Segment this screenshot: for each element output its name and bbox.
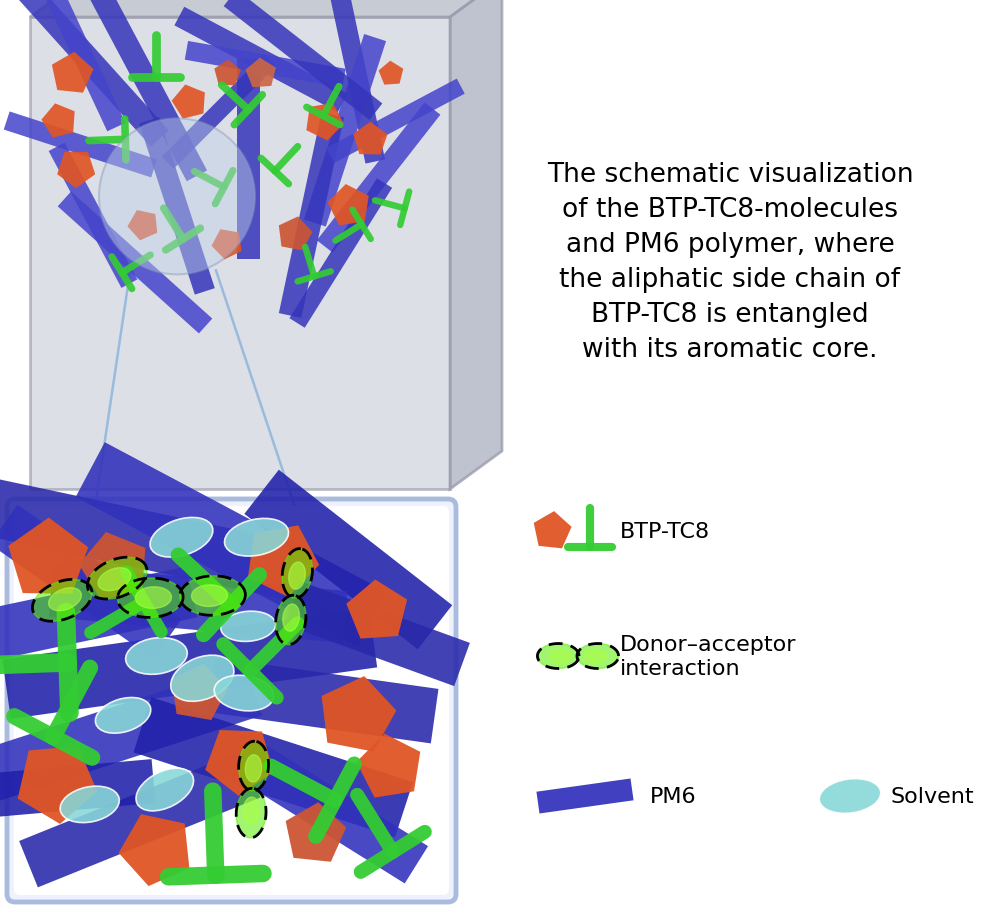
Polygon shape [118,578,183,618]
Circle shape [99,119,255,275]
Ellipse shape [95,698,151,733]
Ellipse shape [136,768,194,811]
Polygon shape [52,53,94,94]
Polygon shape [58,192,212,334]
Polygon shape [180,576,245,616]
Ellipse shape [221,611,276,641]
Polygon shape [248,526,319,598]
Polygon shape [549,650,572,663]
Polygon shape [322,676,396,752]
Polygon shape [282,549,312,599]
Polygon shape [32,579,92,621]
Polygon shape [537,644,579,669]
Polygon shape [205,731,274,796]
Polygon shape [304,35,386,228]
Polygon shape [135,587,171,609]
Polygon shape [88,0,207,182]
Polygon shape [0,506,181,659]
Polygon shape [133,698,413,837]
Polygon shape [214,61,241,87]
Polygon shape [208,658,438,743]
Polygon shape [18,746,97,824]
Polygon shape [57,153,95,189]
Polygon shape [534,512,572,548]
FancyBboxPatch shape [7,499,456,902]
Polygon shape [19,752,260,887]
Polygon shape [172,86,205,119]
Text: BTP-TC8: BTP-TC8 [620,521,710,541]
Ellipse shape [60,786,119,823]
Polygon shape [76,443,387,648]
Polygon shape [289,562,305,589]
Polygon shape [119,814,189,886]
Polygon shape [239,742,268,791]
Polygon shape [139,118,215,295]
Polygon shape [224,0,382,121]
Polygon shape [212,230,242,260]
Polygon shape [279,217,312,251]
Ellipse shape [214,676,274,711]
Polygon shape [185,42,346,88]
Ellipse shape [225,519,289,557]
Polygon shape [584,650,607,663]
Polygon shape [356,734,420,798]
Polygon shape [49,143,137,289]
Ellipse shape [126,638,187,674]
Polygon shape [87,558,147,599]
Polygon shape [244,470,452,650]
Polygon shape [235,741,428,884]
Text: PM6: PM6 [650,786,697,806]
Polygon shape [245,755,262,783]
Polygon shape [35,0,125,132]
Polygon shape [30,18,450,489]
Polygon shape [191,585,228,607]
Polygon shape [49,588,81,611]
Polygon shape [172,664,228,721]
Polygon shape [174,8,348,113]
Polygon shape [0,467,302,600]
Polygon shape [0,664,262,812]
Polygon shape [450,0,502,489]
Polygon shape [2,609,377,719]
Polygon shape [236,788,266,838]
Polygon shape [379,62,403,86]
Polygon shape [353,123,387,155]
Polygon shape [127,210,157,241]
Polygon shape [162,55,276,169]
Polygon shape [237,59,260,260]
Polygon shape [49,566,347,643]
Ellipse shape [171,655,234,701]
Polygon shape [243,797,259,824]
Polygon shape [30,0,502,18]
Text: Solvent: Solvent [890,786,974,806]
Polygon shape [0,567,197,671]
Polygon shape [279,114,344,319]
Polygon shape [8,518,88,594]
Polygon shape [577,644,619,669]
Polygon shape [306,104,344,141]
Ellipse shape [150,517,213,558]
Polygon shape [285,582,470,686]
Polygon shape [317,103,440,253]
Polygon shape [326,79,465,164]
Polygon shape [276,596,306,645]
Polygon shape [0,759,155,820]
Polygon shape [98,568,131,591]
Text: The schematic visualization
of the BTP-TC8-molecules
and PM6 polymer, where
the : The schematic visualization of the BTP-T… [547,162,913,363]
Polygon shape [245,58,276,88]
Polygon shape [327,185,369,226]
Ellipse shape [819,779,881,814]
Polygon shape [4,112,157,179]
FancyBboxPatch shape [14,507,449,895]
Polygon shape [289,179,392,328]
Text: Donor–acceptor
interaction: Donor–acceptor interaction [620,634,796,679]
Polygon shape [41,104,75,138]
Polygon shape [330,0,385,164]
Polygon shape [536,779,634,814]
Polygon shape [346,580,407,639]
Polygon shape [286,803,346,862]
Polygon shape [79,532,145,600]
Polygon shape [283,604,299,631]
Polygon shape [17,0,169,148]
